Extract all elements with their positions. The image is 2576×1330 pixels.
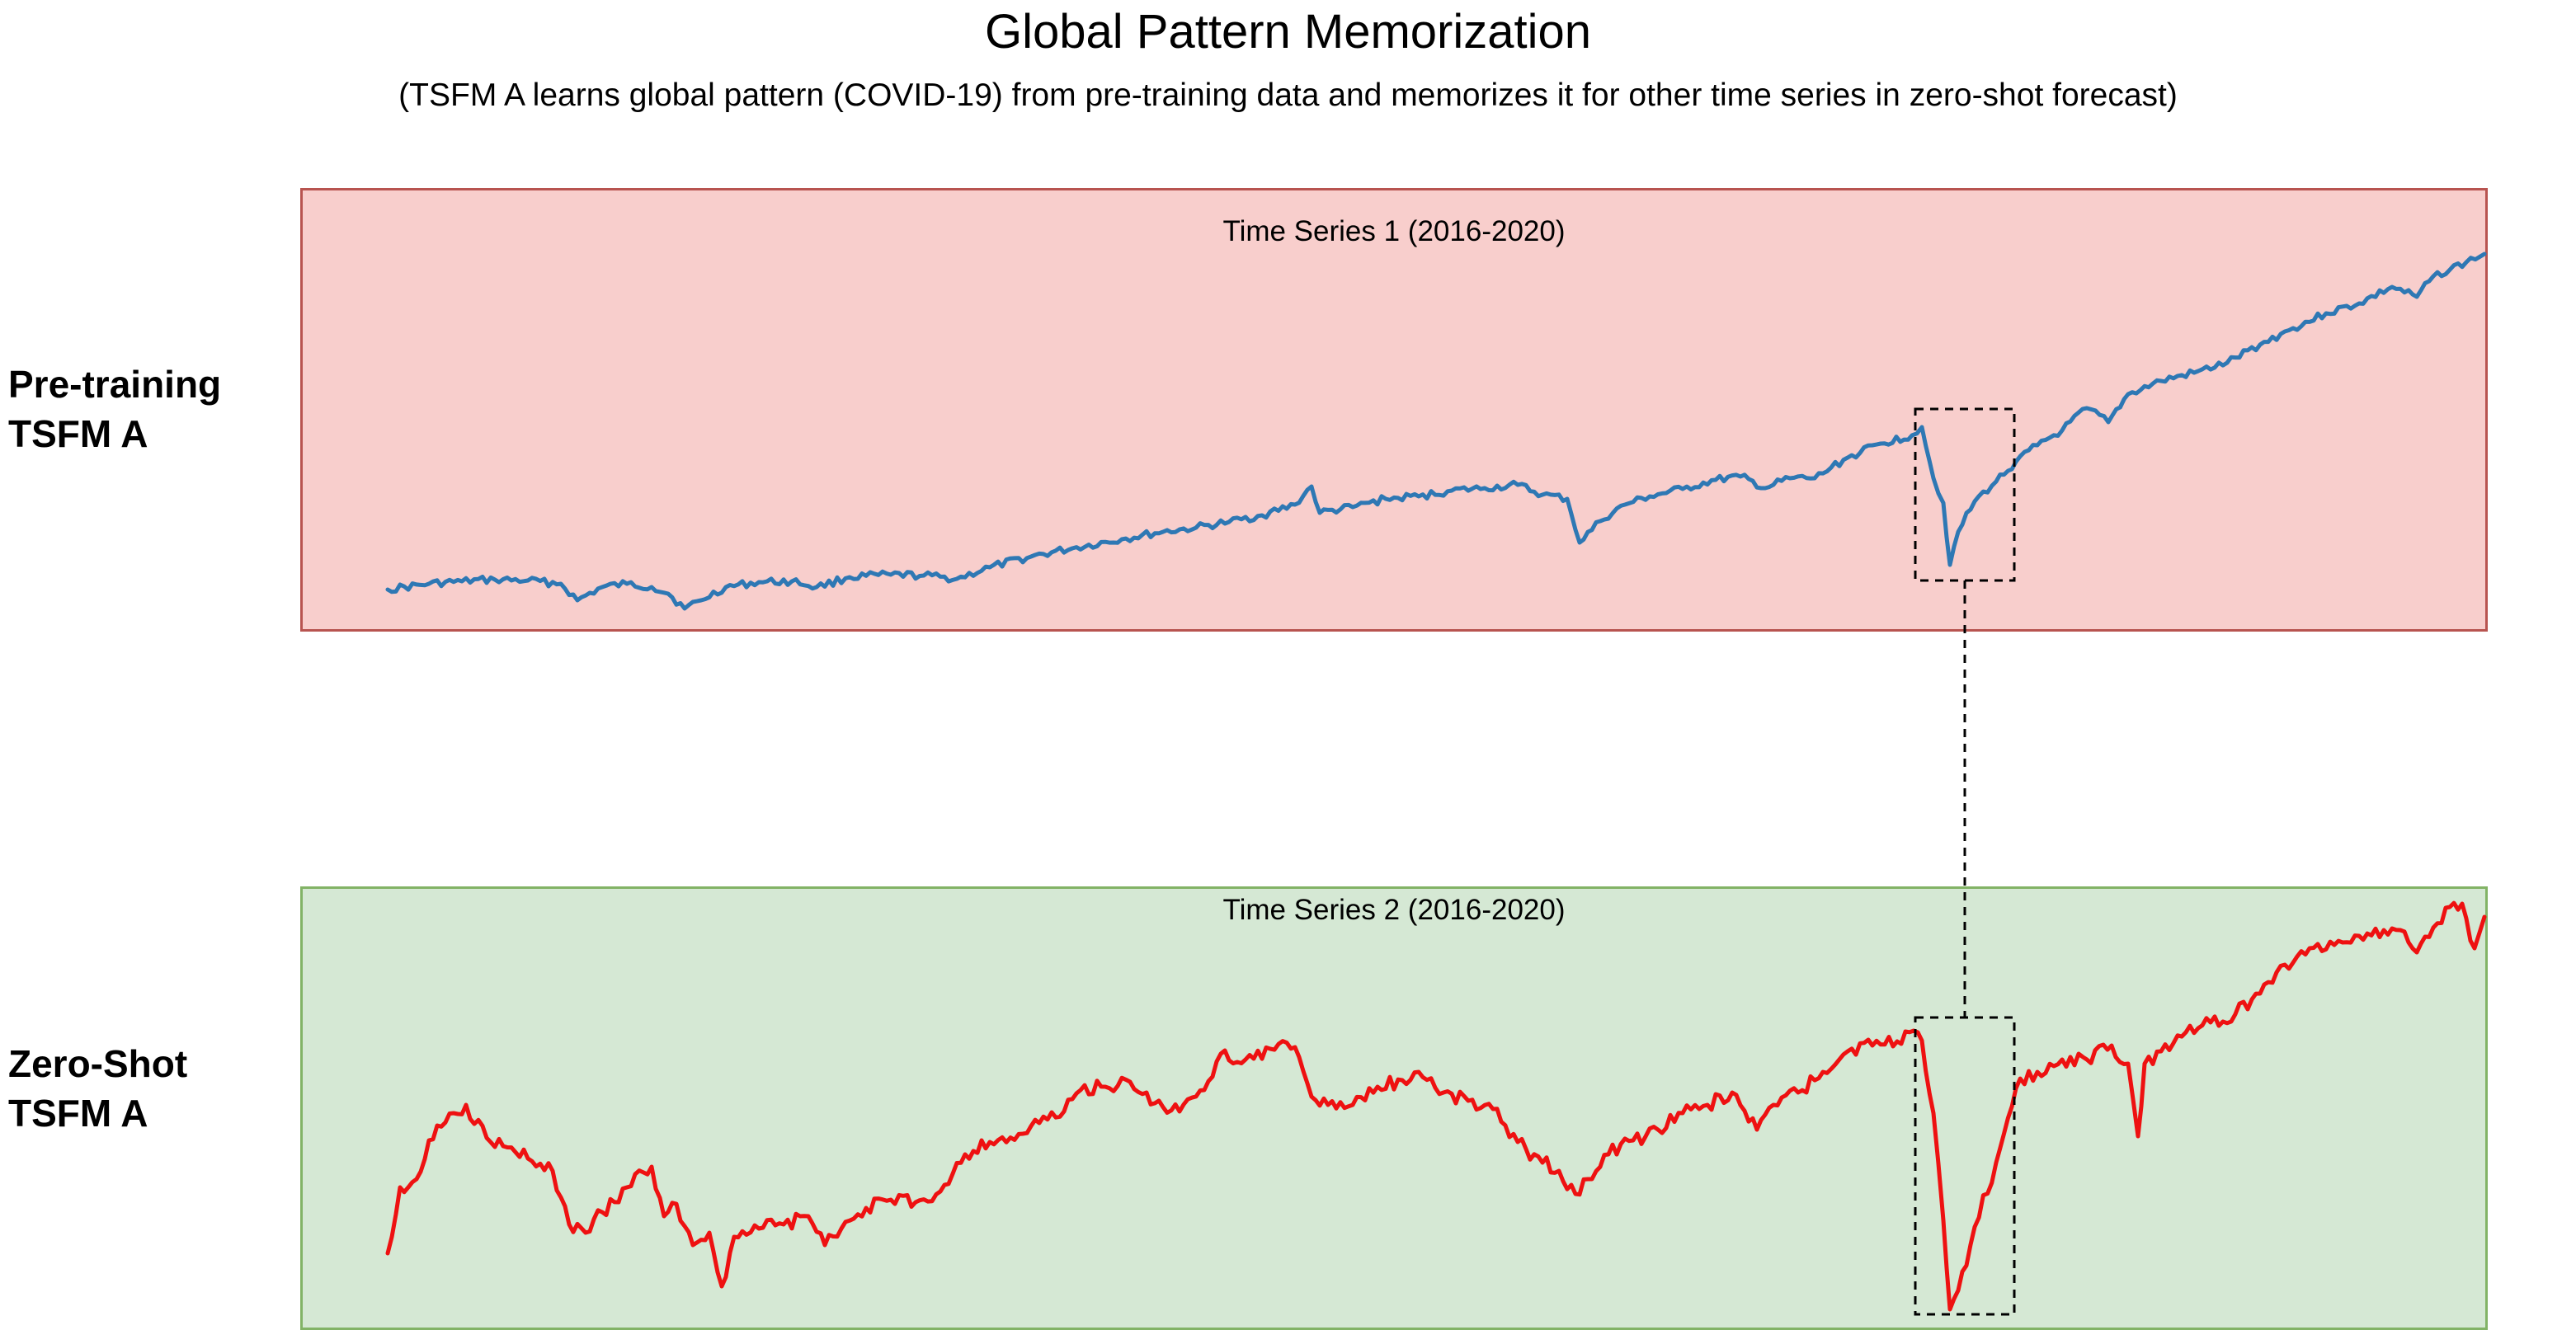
pretraining-row-label: Pre-training TSFM A [8, 360, 221, 458]
time-series-1-panel: Time Series 1 (2016-2020) [300, 188, 2488, 632]
pretraining-label-line1: Pre-training [8, 363, 222, 406]
zeroshot-label-line2: TSFM A [8, 1092, 148, 1135]
time-series-2-title: Time Series 2 (2016-2020) [1222, 894, 1566, 926]
diagram-subtitle: (TSFM A learns global pattern (COVID-19)… [398, 78, 2178, 113]
zeroshot-row-label: Zero-Shot TSFM A [8, 1039, 187, 1138]
pretraining-label-line2: TSFM A [8, 412, 148, 455]
time-series-2-panel: Time Series 2 (2016-2020) [300, 886, 2488, 1330]
time-series-1-title: Time Series 1 (2016-2020) [1222, 215, 1566, 247]
diagram-title: Global Pattern Memorization [985, 5, 1591, 59]
zeroshot-label-line1: Zero-Shot [8, 1042, 188, 1085]
